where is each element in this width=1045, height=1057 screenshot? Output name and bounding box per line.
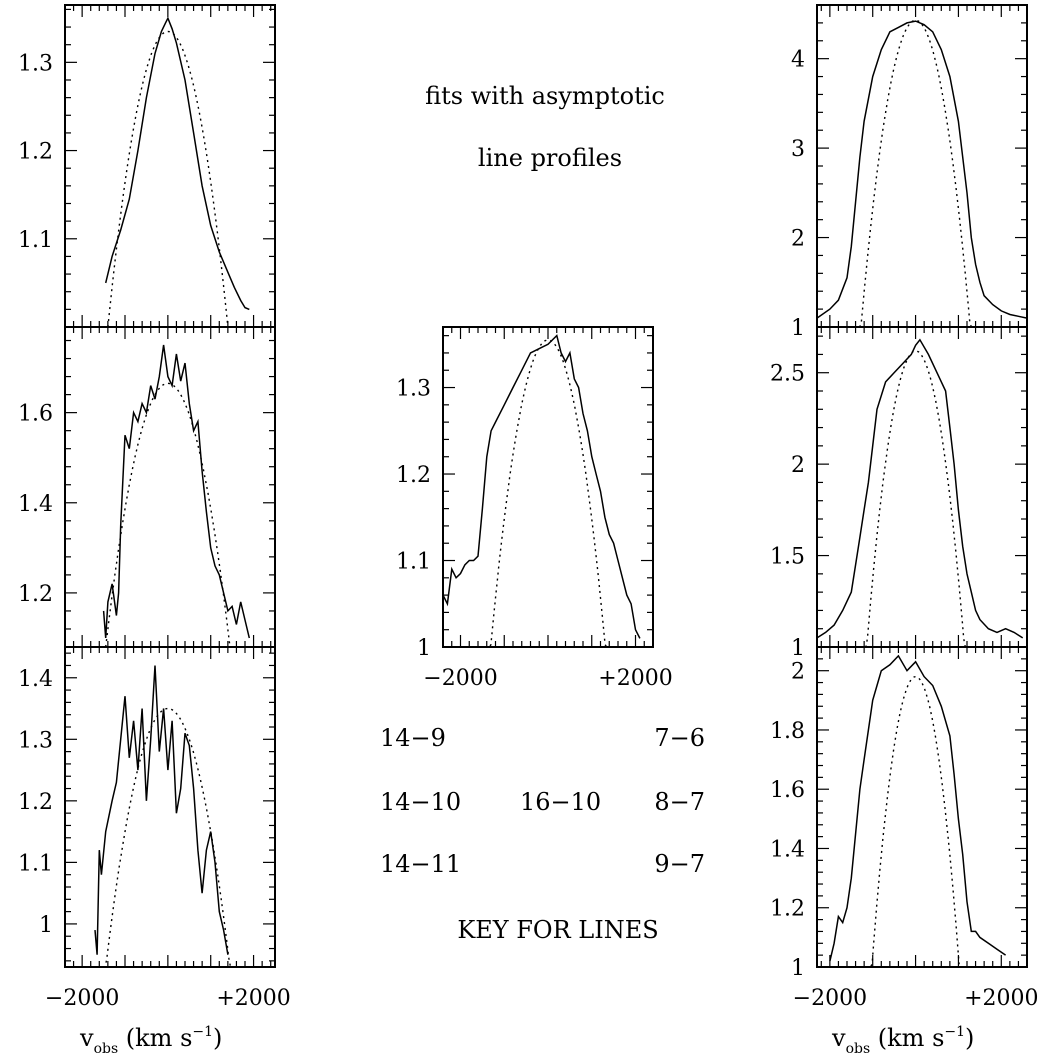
- key-right-3: 9−7: [654, 850, 705, 878]
- observed-profile: [442, 334, 641, 639]
- y-tick-label: 1.4: [18, 667, 53, 692]
- x-tick-label: +2000: [598, 666, 672, 691]
- fit-curve: [853, 350, 978, 648]
- x-axis-label-right: vobs (km s−1): [831, 1024, 974, 1057]
- y-tick-label: 3: [791, 137, 805, 162]
- y-tick-label: 1: [791, 316, 805, 341]
- fits-title-line2: line profiles: [478, 144, 622, 172]
- y-tick-label: 1.5: [770, 545, 805, 570]
- y-tick-label: 1: [791, 636, 805, 661]
- x-tick-label: −2000: [45, 986, 119, 1011]
- fit-curve: [103, 707, 233, 968]
- key-left-2: 14−10: [380, 788, 461, 816]
- fits-title-line1: fits with asymptotic: [425, 82, 665, 110]
- observed-profile: [102, 344, 251, 639]
- panel-frame: [816, 4, 1028, 328]
- x-tick-label: +2000: [216, 986, 290, 1011]
- panel-frame: [442, 326, 654, 648]
- panel-frame: [64, 646, 276, 968]
- y-tick-label: 1.4: [18, 492, 53, 517]
- y-tick-label: 1.2: [18, 582, 53, 607]
- observed-profile: [94, 665, 229, 955]
- y-tick-label: 1.2: [18, 790, 53, 815]
- y-tick-label: 1.1: [396, 550, 431, 575]
- y-tick-label: 1.3: [18, 728, 53, 753]
- x-tick-label: +2000: [964, 986, 1038, 1011]
- panel-l1: 1.1 1.2 1.3: [18, 4, 276, 328]
- y-tick-label: 1.2: [770, 897, 805, 922]
- panel-l2: 1.2 1.4 1.6: [18, 326, 276, 648]
- fit-curve: [484, 339, 612, 648]
- panel-c: 1 1.1 1.2 1.3 −2000 +2000: [396, 326, 673, 691]
- y-tick-label: 2: [791, 453, 805, 478]
- y-tick-label: 1.1: [18, 228, 53, 253]
- fit-curve: [853, 19, 978, 328]
- panel-r3: 1 1.2 1.4 1.6 1.8 2 −2000 +2000: [770, 646, 1038, 1011]
- panels: 1.1 1.2 1.3 1.2 1.4 1.6 1 1.1 1.2 1.3 1.4 −2000 +200…: [18, 4, 1038, 1011]
- y-tick-label: 1.1: [18, 851, 53, 876]
- fit-curve: [107, 30, 229, 328]
- x-tick-label: −2000: [793, 986, 867, 1011]
- observed-profile: [816, 338, 1024, 639]
- y-tick-label: 1.6: [18, 402, 53, 427]
- key-left-3: 14−11: [380, 850, 461, 878]
- y-tick-label: 2.5: [770, 362, 805, 387]
- y-tick-label: 2: [791, 227, 805, 252]
- y-tick-label: 1: [791, 956, 805, 981]
- observed-profile: [816, 20, 1028, 319]
- key-title: KEY FOR LINES: [457, 916, 658, 944]
- key-left-1: 14−9: [380, 724, 446, 752]
- key-right-2: 8−7: [654, 788, 705, 816]
- panel-r2: 1 1.5 2 2.5: [770, 326, 1028, 661]
- panel-frame: [64, 4, 276, 328]
- x-axis-label-left: vobs (km s−1): [79, 1024, 222, 1057]
- y-tick-label: 1.3: [18, 51, 53, 76]
- y-tick-label: 1.6: [770, 778, 805, 803]
- y-tick-label: 1.8: [770, 719, 805, 744]
- key-mid-2: 16−10: [520, 788, 601, 816]
- x-tick-label: −2000: [423, 666, 497, 691]
- observed-profile: [829, 654, 1007, 962]
- y-tick-label: 1: [39, 913, 53, 938]
- y-tick-label: 1.2: [396, 463, 431, 488]
- y-tick-label: 2: [791, 660, 805, 685]
- panel-l3: 1 1.1 1.2 1.3 1.4 −2000 +2000: [18, 646, 291, 1011]
- observed-profile: [104, 16, 250, 311]
- panel-frame: [816, 646, 1028, 968]
- x-axis-label-left-v: v: [79, 1024, 94, 1052]
- y-tick-label: 4: [791, 48, 805, 73]
- fit-curve: [105, 382, 231, 648]
- y-tick-label: 1: [417, 636, 431, 661]
- panel-r1: 1 2 3 4: [791, 4, 1028, 341]
- y-tick-label: 1.3: [396, 377, 431, 402]
- key-right-1: 7−6: [654, 724, 705, 752]
- y-tick-label: 1.2: [18, 140, 53, 165]
- panel-frame: [64, 326, 276, 648]
- y-tick-label: 1.4: [770, 837, 805, 862]
